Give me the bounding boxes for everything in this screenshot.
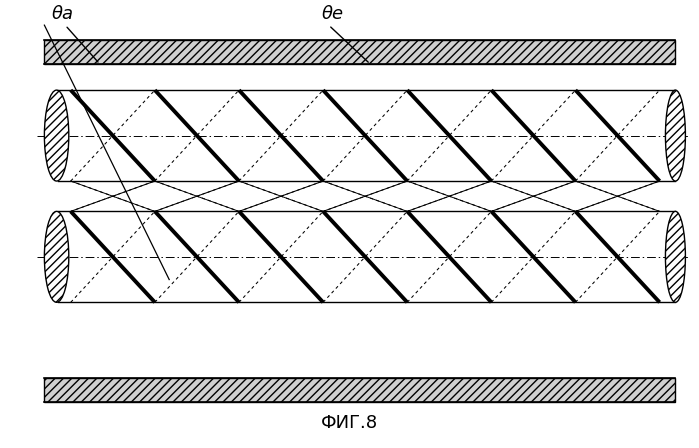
Ellipse shape bbox=[665, 211, 686, 302]
Text: θa: θa bbox=[51, 5, 73, 23]
Bar bbox=[44, 378, 675, 402]
Bar bbox=[44, 40, 675, 64]
Text: θe: θe bbox=[322, 5, 344, 23]
Text: ФИГ.8: ФИГ.8 bbox=[321, 414, 378, 432]
Ellipse shape bbox=[44, 90, 69, 181]
Ellipse shape bbox=[665, 90, 686, 181]
Ellipse shape bbox=[44, 211, 69, 302]
